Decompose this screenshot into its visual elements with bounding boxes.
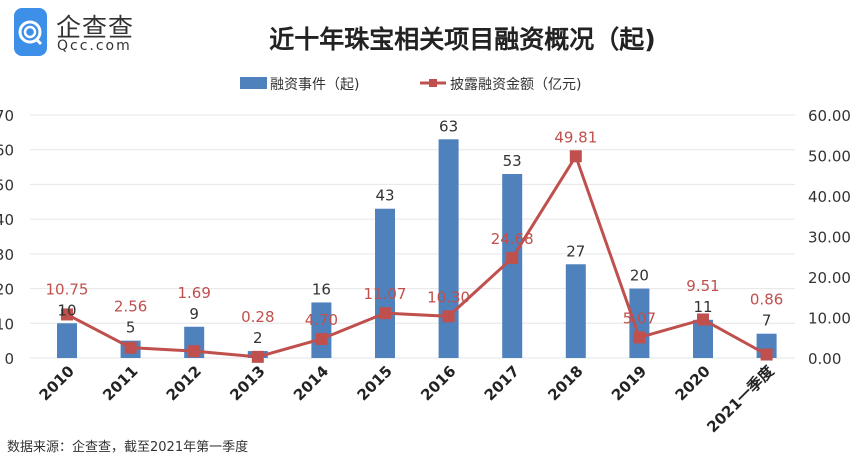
line-marker xyxy=(697,313,709,326)
line-data-label: 9.51 xyxy=(686,277,719,295)
bar-data-label: 63 xyxy=(439,117,458,135)
left-axis-tick: 0 xyxy=(4,350,14,368)
bar xyxy=(502,174,523,358)
line-marker xyxy=(760,348,773,361)
right-axis-tick: 50.00 xyxy=(808,148,851,166)
bar-data-label: 43 xyxy=(375,187,394,205)
right-axis-tick: 40.00 xyxy=(808,188,851,206)
line-marker xyxy=(569,150,582,163)
line-marker xyxy=(315,332,328,345)
x-axis-tick: 2016 xyxy=(417,362,459,404)
x-axis-tick: 2012 xyxy=(163,362,205,404)
bar xyxy=(565,264,586,358)
line-marker xyxy=(442,310,455,323)
line-data-label: 10.30 xyxy=(427,288,470,306)
bar-data-label: 11 xyxy=(693,298,712,316)
x-axis-tick: 2010 xyxy=(36,362,78,404)
bar-data-label: 27 xyxy=(566,242,585,260)
line-data-label: 11.07 xyxy=(364,285,407,303)
legend-bar-label: 融资事件（起) xyxy=(270,77,359,93)
left-axis-tick: 30 xyxy=(0,246,14,264)
x-axis-tick: 2021一季度 xyxy=(703,361,778,436)
right-axis-tick: 20.00 xyxy=(808,269,851,287)
right-axis-tick: 10.00 xyxy=(808,310,851,328)
qcc-logo-icon xyxy=(14,8,47,56)
line-data-label: 10.75 xyxy=(46,280,89,298)
line-marker xyxy=(506,252,519,265)
line-series xyxy=(66,152,768,359)
bar-data-label: 5 xyxy=(126,319,136,337)
bar-data-label: 16 xyxy=(312,280,331,298)
bar-data-label: 20 xyxy=(630,267,649,285)
line-data-label: 0.86 xyxy=(750,291,783,309)
line-marker xyxy=(188,345,201,358)
bar-data-label: 10 xyxy=(57,301,76,319)
x-axis-tick: 2019 xyxy=(608,362,650,404)
bar xyxy=(693,319,713,358)
x-axis-tick: 2014 xyxy=(290,362,332,404)
x-axis-tick: 2011 xyxy=(99,362,141,404)
line-marker xyxy=(633,331,646,344)
legend-line-marker xyxy=(429,79,437,87)
line-data-label: 0.28 xyxy=(241,308,274,326)
right-axis-tick: 60.00 xyxy=(808,107,851,125)
line-marker xyxy=(61,308,73,321)
bar-data-label: 53 xyxy=(503,152,522,170)
right-axis-tick: 30.00 xyxy=(808,229,851,247)
logo-name: 企查查 xyxy=(56,13,135,42)
x-axis-tick: 2020 xyxy=(672,362,714,404)
x-axis-tick: 2018 xyxy=(544,362,586,404)
line-data-label: 4.70 xyxy=(305,311,338,329)
legend-bar-swatch xyxy=(240,77,267,89)
left-axis-tick: 60 xyxy=(0,142,14,160)
line-marker xyxy=(124,341,137,354)
line-data-label: 2.56 xyxy=(114,298,147,316)
line-marker xyxy=(251,350,264,363)
left-axis-tick: 50 xyxy=(0,176,14,194)
bar-data-label: 2 xyxy=(253,329,263,347)
line-data-label: 49.81 xyxy=(554,128,597,146)
line-data-label: 5.07 xyxy=(623,309,656,327)
x-axis-tick: 2015 xyxy=(354,362,396,404)
source-note: 数据来源：企查查，截至2021年第一季度 xyxy=(7,440,249,455)
line-data-label: 24.68 xyxy=(491,230,534,248)
chart-title: 近十年珠宝相关项目融资概况（起) xyxy=(269,25,656,54)
line-data-label: 1.69 xyxy=(177,284,210,302)
logo-subtitle: Qcc.com xyxy=(57,38,132,54)
x-axis-tick: 2017 xyxy=(481,362,523,404)
line-marker xyxy=(379,307,391,320)
left-axis-tick: 40 xyxy=(0,211,14,229)
bar xyxy=(57,323,77,358)
left-axis-tick: 20 xyxy=(0,281,14,299)
left-axis-tick: 70 xyxy=(0,107,14,125)
bar xyxy=(375,208,395,358)
left-axis-tick: 10 xyxy=(0,315,14,333)
bar-data-label: 7 xyxy=(762,312,772,330)
legend-line-label: 披露融资金额（亿元) xyxy=(450,77,581,93)
bar-data-label: 9 xyxy=(189,305,199,323)
right-axis-tick: 0.00 xyxy=(808,350,841,368)
bar xyxy=(438,139,459,358)
x-axis-tick: 2013 xyxy=(226,362,268,404)
